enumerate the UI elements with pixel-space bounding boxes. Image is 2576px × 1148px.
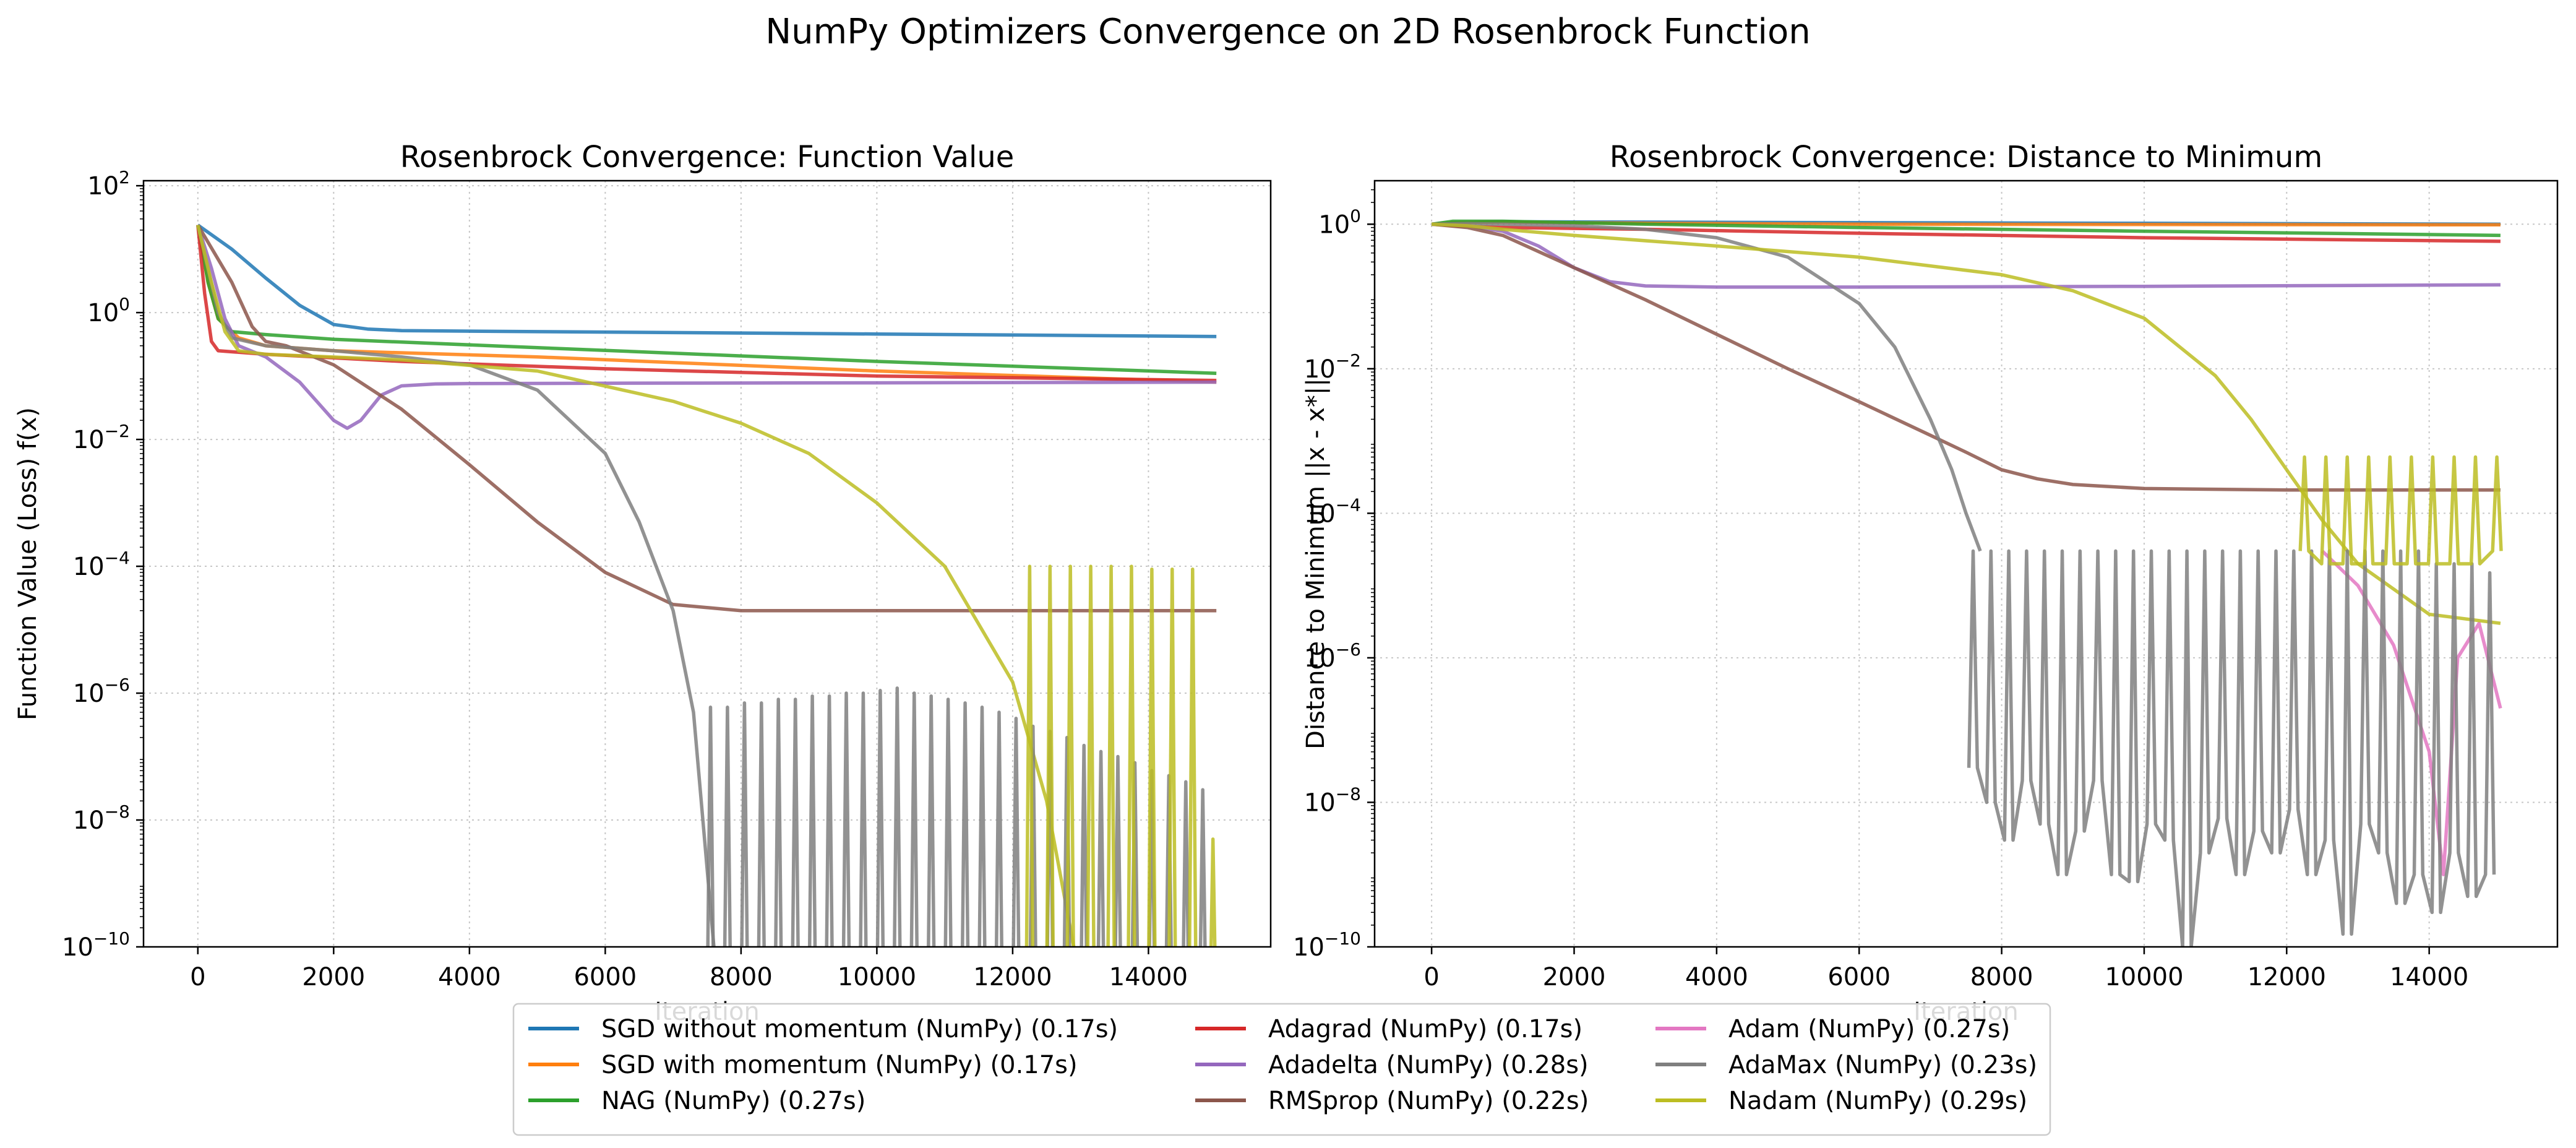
legend-label: Adagrad (NumPy) (0.17s) [1268, 1015, 1582, 1043]
chart-title: Rosenbrock Convergence: Distance to Mini… [1610, 140, 2322, 175]
y-tick-label: 10−4 [73, 548, 130, 581]
x-tick-label: 12000 [2248, 963, 2326, 991]
x-tick-label: 6000 [573, 963, 637, 991]
series-group [196, 223, 1217, 947]
series-line-rmsprop-numpy-0-22s [196, 224, 1217, 613]
y-axis-label: Distance to Minimum ||x - x*|| [1302, 378, 1330, 749]
series-line-nadam-numpy-0-29s [196, 224, 1076, 947]
y-tick-label: 10−4 [1304, 494, 1361, 528]
legend: SGD without momentum (NumPy) (0.17s) SGD … [512, 1003, 2051, 1136]
legend-item-adadelta-numpy-0-28s: Adadelta (NumPy) (0.28s) [1195, 1051, 1589, 1079]
legend-item-nadam-numpy-0-29s: Nadam (NumPy) (0.29s) [1655, 1087, 2027, 1115]
series-group [1431, 219, 2503, 947]
figure-suptitle: NumPy Optimizers Convergence on 2D Rosen… [765, 12, 1810, 52]
series-line-adamax-numpy-0-23s [1432, 222, 1982, 552]
x-tick-label: 10000 [838, 963, 916, 991]
series-line-nag-numpy-0-27s [196, 225, 1217, 376]
legend-label: Adadelta (NumPy) (0.28s) [1268, 1051, 1589, 1079]
series-line-nadam-numpy-0-29s [1431, 222, 2501, 625]
spike-line-nadam-numpy-0-29s [1024, 564, 1217, 947]
legend-label: SGD without momentum (NumPy) (0.17s) [601, 1015, 1118, 1043]
y-tick-label: 10−8 [1304, 783, 1361, 817]
y-tick-label: 10−6 [73, 675, 130, 708]
x-tick-label: 2000 [1543, 963, 1606, 991]
legend-label: RMSprop (NumPy) (0.22s) [1268, 1087, 1589, 1115]
legend-label: Adam (NumPy) (0.27s) [1728, 1015, 2010, 1043]
legend-item-adagrad-numpy-0-17s: Adagrad (NumPy) (0.17s) [1195, 1015, 1582, 1043]
x-tick-label: 4000 [438, 963, 501, 991]
right-chart-distance-to-minimum: 0 2000 4000 6000 8000 10000 12000 14000 10−10 10−… [1293, 140, 2559, 1026]
x-tick-label: 14000 [1109, 963, 1188, 991]
y-tick-label: 102 [87, 167, 130, 201]
x-tick-label: 8000 [710, 963, 773, 991]
axes-frame [142, 179, 1272, 948]
y-tick-label: 100 [87, 294, 130, 327]
x-tick-label: 14000 [2390, 963, 2468, 991]
y-tick-label: 10−8 [73, 801, 130, 835]
spike-line-adamax-numpy-0-23s [1967, 549, 2496, 947]
y-tick-label: 10−10 [1293, 928, 1361, 962]
x-tick-label: 4000 [1685, 963, 1748, 991]
x-tick-label: 8000 [1970, 963, 2033, 991]
legend-item-adamax-numpy-0-23s: AdaMax (NumPy) (0.23s) [1655, 1051, 2037, 1079]
legend-label: Nadam (NumPy) (0.29s) [1728, 1087, 2027, 1115]
legend-item-sgd-without-momentum-numpy-0-17s: SGD without momentum (NumPy) (0.17s) [528, 1015, 1118, 1043]
legend-label: AdaMax (NumPy) (0.23s) [1728, 1051, 2037, 1079]
y-tick-label: 10−10 [62, 928, 130, 962]
chart-title: Rosenbrock Convergence: Function Value [400, 140, 1015, 175]
series-line-nag-numpy-0-27s [1431, 219, 2501, 238]
x-tick-label: 0 [190, 963, 205, 991]
legend-item-rmsprop-numpy-0-22s: RMSprop (NumPy) (0.22s) [1195, 1087, 1589, 1115]
legend-label: SGD with momentum (NumPy) (0.17s) [601, 1051, 1078, 1079]
spikes-nadam-numpy-0-29s [1024, 564, 1217, 947]
y-tick-label: 10−2 [1304, 350, 1361, 384]
series-line-adadelta-numpy-0-28s [196, 224, 1217, 430]
y-axis-label: Function Value (Loss) f(x) [14, 407, 42, 720]
x-tick-label: 12000 [973, 963, 1052, 991]
legend-item-sgd-with-momentum-numpy-0-17s: SGD with momentum (NumPy) (0.17s) [528, 1051, 1078, 1079]
x-tick-label: 6000 [1827, 963, 1891, 991]
legend-item-nag-numpy-0-27s: NAG (NumPy) (0.27s) [528, 1087, 865, 1115]
y-tick-label: 10−2 [73, 421, 130, 454]
spikes-nadam-numpy-0-29s [2298, 455, 2503, 566]
spikes-adamax-numpy-0-23s [1967, 549, 2496, 947]
spike-line-nadam-numpy-0-29s [2298, 455, 2503, 566]
left-chart-function-value: 0 2000 4000 6000 8000 10000 12000 14000 10−10 10−… [14, 140, 1272, 1026]
series-line-rmsprop-numpy-0-22s [1431, 222, 2501, 492]
x-tick-label: 10000 [2105, 963, 2183, 991]
x-tick-label: 0 [1423, 963, 1439, 991]
y-tick-label: 100 [1318, 205, 1361, 239]
legend-label: NAG (NumPy) (0.27s) [601, 1087, 865, 1115]
y-tick-label: 10−6 [1304, 639, 1361, 673]
legend-item-adam-numpy-0-27s: Adam (NumPy) (0.27s) [1655, 1015, 2010, 1043]
x-tick-label: 2000 [302, 963, 365, 991]
series-line-sgd-without-momentum-numpy-0-17s [197, 223, 1217, 339]
